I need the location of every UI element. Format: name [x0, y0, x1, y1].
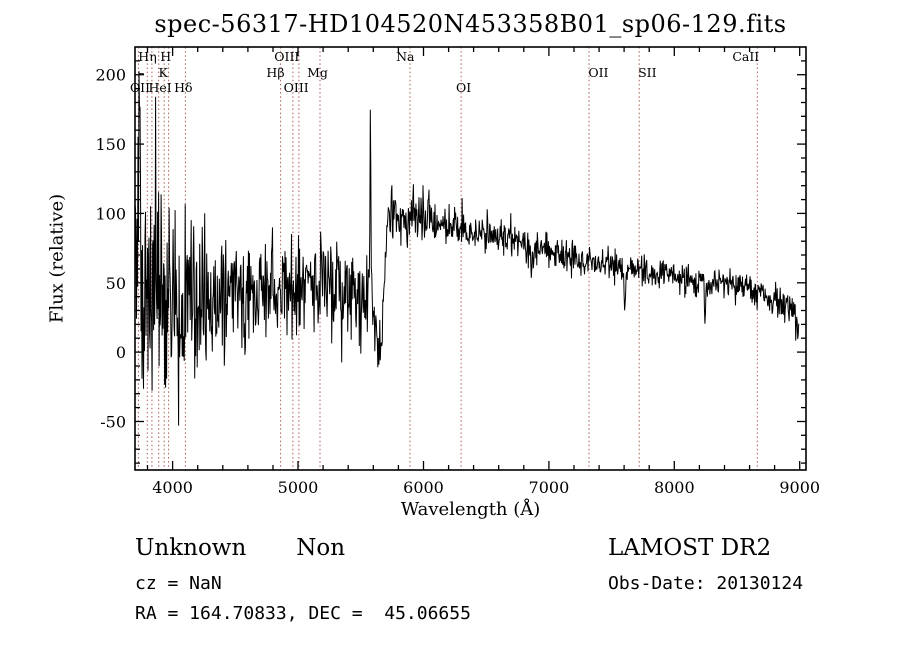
obs-date: Obs-Date: 20130124: [608, 573, 804, 594]
svg-text:Hβ: Hβ: [266, 65, 284, 80]
svg-text:OIII: OIII: [284, 80, 309, 95]
svg-text:Hδ: Hδ: [174, 80, 192, 95]
subclass-value: Non: [296, 535, 346, 561]
plot-frame: [134, 46, 807, 471]
svg-text:H: H: [160, 49, 171, 64]
spectral-line-markers: [137, 47, 758, 470]
svg-text:5000: 5000: [278, 478, 319, 497]
svg-text:OIII: OIII: [274, 49, 299, 64]
svg-text:0: 0: [116, 343, 126, 362]
x-axis-label: Wavelength (Å): [400, 499, 541, 520]
axis-tick-labels: 4000 5000 6000 7000 8000 9000 -50 0 50 100 150 200: [95, 66, 820, 497]
svg-text:200: 200: [95, 66, 126, 85]
svg-text:OI: OI: [456, 80, 471, 95]
svg-text:9000: 9000: [779, 478, 820, 497]
svg-text:-50: -50: [100, 413, 126, 432]
svg-text:150: 150: [95, 135, 126, 154]
svg-text:Mg: Mg: [307, 65, 328, 80]
svg-text:7000: 7000: [529, 478, 570, 497]
axis-ticks: [135, 47, 806, 470]
svg-text:CaII: CaII: [732, 49, 759, 64]
svg-text:K: K: [159, 65, 169, 80]
class-value: Unknown: [135, 535, 247, 561]
svg-text:–: –: [138, 65, 144, 80]
y-axis-label: Flux (relative): [46, 193, 68, 324]
svg-text:HeI: HeI: [148, 80, 171, 95]
svg-text:SII: SII: [638, 65, 657, 80]
svg-text:50: 50: [106, 274, 126, 293]
svg-text:100: 100: [95, 204, 126, 223]
classification-line: Unknown Non: [135, 535, 345, 561]
spectrum-line: [134, 71, 800, 426]
survey-label: LAMOST DR2: [608, 535, 772, 561]
svg-text:OII: OII: [588, 65, 608, 80]
cz-value: cz = NaN: [135, 573, 222, 594]
svg-text:Na: Na: [396, 49, 415, 64]
figure-title: spec-56317-HD104520N453358B01_sp06-129.f…: [154, 10, 787, 38]
svg-text:8000: 8000: [654, 478, 695, 497]
svg-text:4000: 4000: [152, 478, 193, 497]
svg-text:Hη: Hη: [138, 49, 156, 64]
svg-text:OII: OII: [130, 80, 150, 95]
ra-dec-value: RA = 164.70833, DEC = 45.06655: [135, 603, 471, 624]
svg-text:6000: 6000: [403, 478, 444, 497]
